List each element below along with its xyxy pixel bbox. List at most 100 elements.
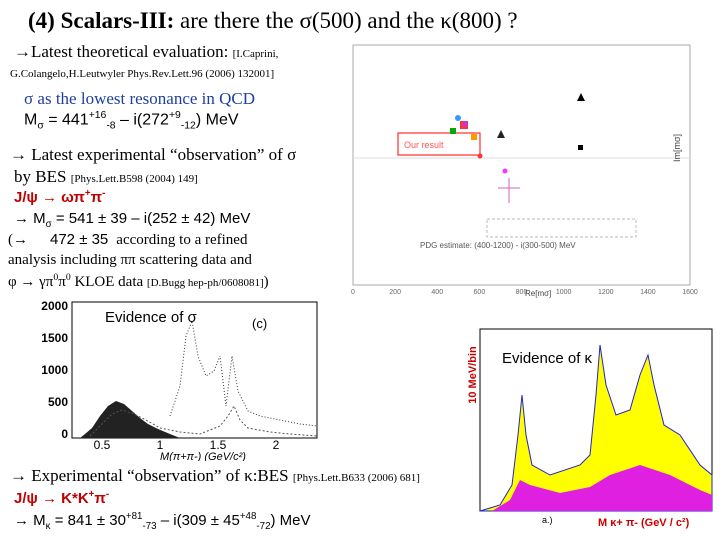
t: σ — [37, 120, 44, 132]
tick-label: 0.5 — [94, 438, 111, 452]
t: ) MeV — [195, 111, 239, 129]
x-ticks: 0 200 400 600 800 1000 1200 1400 1600 — [351, 289, 698, 296]
t: → M — [14, 512, 46, 529]
tick-label: 1 — [157, 438, 164, 452]
t: 0 — [53, 272, 59, 283]
exp-kappa-channel: J/ψ → K*K+π- — [14, 489, 109, 507]
t: ) — [263, 274, 269, 290]
tick-label: 2000 — [41, 299, 68, 313]
point — [477, 153, 483, 159]
legend-box — [397, 132, 481, 156]
x-label: Re[mσ] — [525, 289, 551, 298]
x-label: M κ+ π- (GeV / c²) — [598, 517, 690, 529]
tick-label: 1200 — [598, 289, 614, 296]
tick-label: 500 — [48, 395, 68, 409]
pole-plot: Our result PDG estimate: (400-1200) - i(… — [351, 44, 698, 298]
frame — [352, 44, 691, 286]
tick-label: 600 — [474, 289, 486, 296]
tick-label: 1500 — [41, 331, 68, 345]
t: ) MeV — [270, 512, 311, 529]
title-label: (4) Scalars-III: — [28, 8, 175, 33]
histogram — [479, 344, 713, 512]
t: -73 — [142, 521, 157, 532]
t: – i(309 ± 45 — [156, 512, 240, 529]
tick-label: 0 — [61, 427, 68, 441]
tick-label: 1600 — [682, 289, 698, 296]
t: 0 — [65, 272, 71, 283]
title-text: are there the σ(500) and the κ(800) ? — [174, 8, 518, 33]
exp-sigma-mass: → Mσ = 541 ± 39 – i(252 ± 42) MeV — [14, 210, 250, 230]
legend: Our result — [404, 140, 444, 150]
point — [450, 128, 456, 134]
sigma-histogram: Evidence of σ (c) 2000 1500 1000 500 0 0.5 1 1… — [41, 299, 318, 461]
exp-kappa-mass: → Mκ = 841 ± 30+81-73 – i(309 ± 45+48-72… — [14, 511, 311, 532]
t: [Phys.Lett.B633 (2006) 681] — [292, 472, 420, 484]
point — [502, 168, 508, 174]
panel: (c) — [252, 316, 267, 331]
kappa-histogram: 10 MeV/bin Evidence of κ a.) M κ+ π- (Ge… — [467, 328, 713, 529]
point — [577, 93, 585, 101]
t: + — [88, 489, 95, 500]
t: 472 ± 35 — [50, 231, 109, 248]
x-ticks: 0.5 1 1.5 2 — [94, 438, 280, 452]
t: π — [58, 274, 66, 290]
t: J/ψ → K*K — [14, 490, 89, 507]
tick-label: 800 — [516, 289, 528, 296]
points — [169, 319, 318, 427]
t: = 841 ± 30 — [50, 512, 126, 529]
tick-label: 200 — [389, 289, 401, 296]
t: [Phys.Lett.B598 (2004) 149] — [70, 173, 198, 185]
t: KLOE data — [70, 274, 147, 290]
exp-sigma-analysis: analysis including ππ scattering data an… — [8, 252, 252, 268]
t: by BES — [14, 167, 71, 186]
hist-title: Evidence of κ — [502, 350, 593, 367]
t: M — [24, 111, 38, 129]
x-label: M(π+π-) (GeV/c²) — [160, 451, 246, 461]
tick-label: 0 — [351, 289, 355, 296]
title: (4) Scalars-III: are there the σ(500) an… — [28, 8, 518, 34]
exp-kappa-lead: → Experimental “observation” of κ:BES [P… — [10, 466, 420, 486]
tick-label: 400 — [431, 289, 443, 296]
pdg-region — [486, 218, 637, 238]
t: → M — [14, 210, 46, 227]
theory-ref-2: G.Colangelo,H.Leutwyler Phys.Rev.Lett.96… — [10, 68, 275, 80]
tick-label: 1.5 — [210, 438, 227, 452]
t: + — [84, 188, 91, 199]
t: +81 — [125, 511, 143, 522]
t: (→ — [8, 232, 28, 248]
tick-label: 2 — [273, 438, 280, 452]
background — [492, 465, 712, 511]
exp-sigma-by: by BES [Phys.Lett.B598 (2004) 149] — [14, 167, 198, 187]
exp-sigma-refined: (→ 472 ± 35 according to a refined — [8, 231, 247, 249]
panel: a.) — [542, 515, 553, 525]
t: → Experimental “observation” of κ:BES — [10, 466, 293, 485]
t: π — [90, 189, 103, 206]
point — [578, 145, 583, 150]
t: +9 — [168, 110, 181, 121]
theory-line: →Latest theoretical evaluation: [I.Capri… — [14, 42, 278, 62]
t: -12 — [180, 120, 196, 132]
t: κ — [45, 521, 51, 532]
y-ticks: 2000 1500 1000 500 0 — [41, 299, 68, 441]
t: according to a refined — [116, 232, 248, 248]
exp-sigma-channel: J/ψ → ωπ+π- — [14, 188, 105, 206]
point — [497, 130, 505, 138]
point — [462, 121, 468, 127]
tick-label: 1400 — [640, 289, 656, 296]
pdg-label: PDG estimate: (400-1200) - i(300-500) Me… — [420, 241, 576, 250]
shaded-histogram — [80, 401, 180, 438]
exp-sigma-kloe: φ → γπ0π0 KLOE data [D.Bugg hep-ph/06080… — [8, 272, 269, 291]
t: φ → γπ — [8, 274, 54, 290]
theory-note: σ as the lowest resonance in QCD — [24, 89, 256, 108]
y-label: Im[mσ] — [672, 134, 682, 162]
point — [471, 134, 477, 140]
t: - — [102, 188, 106, 199]
t: = 441 — [43, 111, 89, 129]
t: = 541 ± 39 – i(252 ± 42) MeV — [51, 210, 251, 227]
t: +48 — [239, 511, 257, 522]
exp-sigma-lead: → Latest experimental “observation” of σ — [10, 145, 297, 164]
t: -72 — [256, 521, 271, 532]
t: σ — [45, 219, 52, 230]
t: π — [94, 490, 106, 507]
